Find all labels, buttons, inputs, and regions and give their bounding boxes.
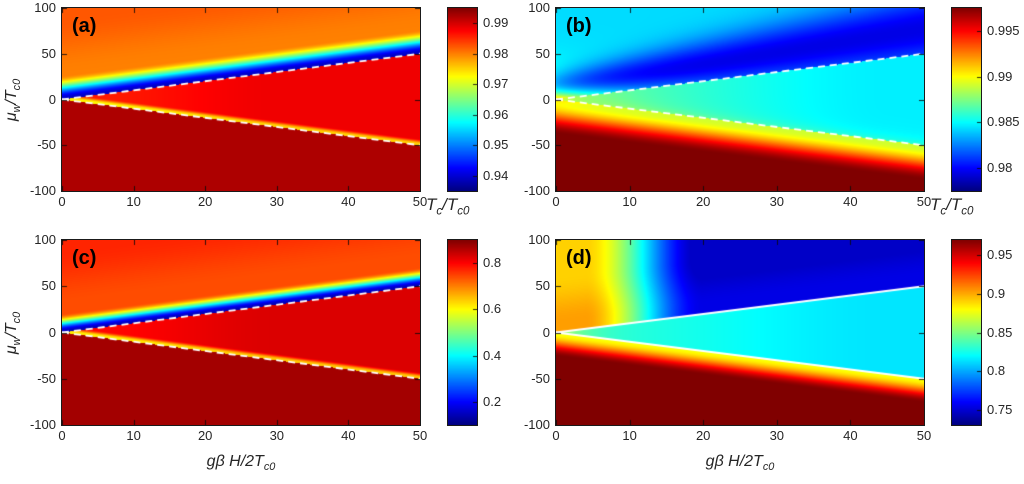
y-tick-label: -50 [531,370,550,386]
x-tick-label: 50 [412,428,428,443]
x-tick-label: 30 [269,194,285,209]
heatmap-panel-d [556,240,924,425]
x-tick-label: 10 [622,428,637,443]
y-tick-label: -50 [37,137,56,153]
colorbar-tick-label: 0.98 [483,45,509,61]
y-tick-label: 50 [535,45,550,61]
x-tick-label: 0 [58,428,66,443]
colorbar-tick-label: 0.2 [483,393,502,409]
colorbar-tick-label: 0.985 [987,114,1020,130]
x-tick-label: 50 [412,194,428,209]
colorbar-d [952,240,981,425]
x-tick-label: 20 [695,194,711,209]
colorbar-c [448,240,477,425]
x-tick-label: 40 [341,428,356,443]
y-tick-label: -100 [523,183,550,198]
x-tick-label: 30 [269,428,285,443]
x-tick-label: 40 [843,428,858,443]
colorbar-label: Tc/Tc0 [426,195,470,218]
y-tick-label: 100 [528,232,550,247]
y-tick-label: 100 [34,0,56,15]
heatmap-panel-b [556,8,924,191]
x-axis-label: gβ H/2Tc0 [705,453,775,474]
x-tick-label: 0 [58,194,66,209]
colorbar-tick-label: 0.99 [483,15,509,31]
colorbar-tick-label: 0.75 [987,401,1013,417]
panel-label-a: (a) [72,15,97,37]
heatmap-panel-c [62,240,420,425]
x-axis-label: gβ H/2Tc0 [206,453,276,474]
x-tick-label: 30 [769,428,785,443]
x-tick-label: 20 [197,428,213,443]
colorbar-a [448,8,477,191]
colorbar-tick-label: 0.6 [483,301,502,317]
colorbar-tick-label: 0.97 [483,76,509,92]
y-tick-label: -100 [29,417,56,432]
y-tick-label: -50 [37,370,56,386]
x-tick-label: 10 [126,428,141,443]
panel-label-d: (d) [566,247,592,269]
y-tick-label: 0 [48,91,56,107]
colorbar-tick-label: 0.98 [987,160,1013,176]
x-tick-label: 30 [769,194,785,209]
x-tick-label: 20 [197,194,213,209]
y-tick-label: -100 [523,417,550,432]
x-tick-label: 20 [695,428,711,443]
colorbar-b [952,8,981,191]
colorbar-tick-label: 0.99 [987,68,1013,84]
y-tick-label: 0 [48,324,56,340]
y-tick-label: 100 [34,232,56,247]
x-tick-label: 50 [916,194,932,209]
x-tick-label: 10 [126,194,141,209]
y-tick-label: -100 [29,183,56,198]
x-tick-label: 40 [843,194,858,209]
x-tick-label: 40 [341,194,356,209]
colorbar-tick-label: 0.95 [987,247,1013,263]
colorbar-tick-label: 0.9 [987,285,1006,301]
colorbar-tick-label: 0.94 [483,167,509,183]
colorbar-tick-label: 0.4 [483,347,502,363]
y-tick-label: 50 [41,278,56,294]
colorbar-tick-label: 0.85 [987,324,1013,340]
colorbar-tick-label: 0.8 [987,363,1006,379]
x-tick-label: 0 [552,194,560,209]
heatmap-panel-a [62,8,420,191]
x-tick-label: 10 [622,194,637,209]
colorbar-tick-label: 0.95 [483,137,509,153]
y-axis-label: μw/Tc0 [2,78,24,121]
y-tick-label: 50 [41,45,56,61]
y-tick-label: -50 [531,137,550,153]
colorbar-tick-label: 0.8 [483,255,502,271]
colorbar-label: Tc/Tc0 [930,195,974,218]
y-axis-label: μw/Tc0 [2,311,24,354]
y-tick-label: 50 [535,278,550,294]
colorbar-tick-label: 0.995 [987,22,1020,38]
colorbar-tick-label: 0.96 [483,106,509,122]
panel-label-c: (c) [72,247,97,269]
y-tick-label: 100 [528,0,550,15]
y-tick-label: 0 [542,324,550,340]
x-tick-label: 0 [552,428,560,443]
x-tick-label: 50 [916,428,932,443]
panel-label-b: (b) [566,15,592,37]
y-tick-label: 0 [542,91,550,107]
